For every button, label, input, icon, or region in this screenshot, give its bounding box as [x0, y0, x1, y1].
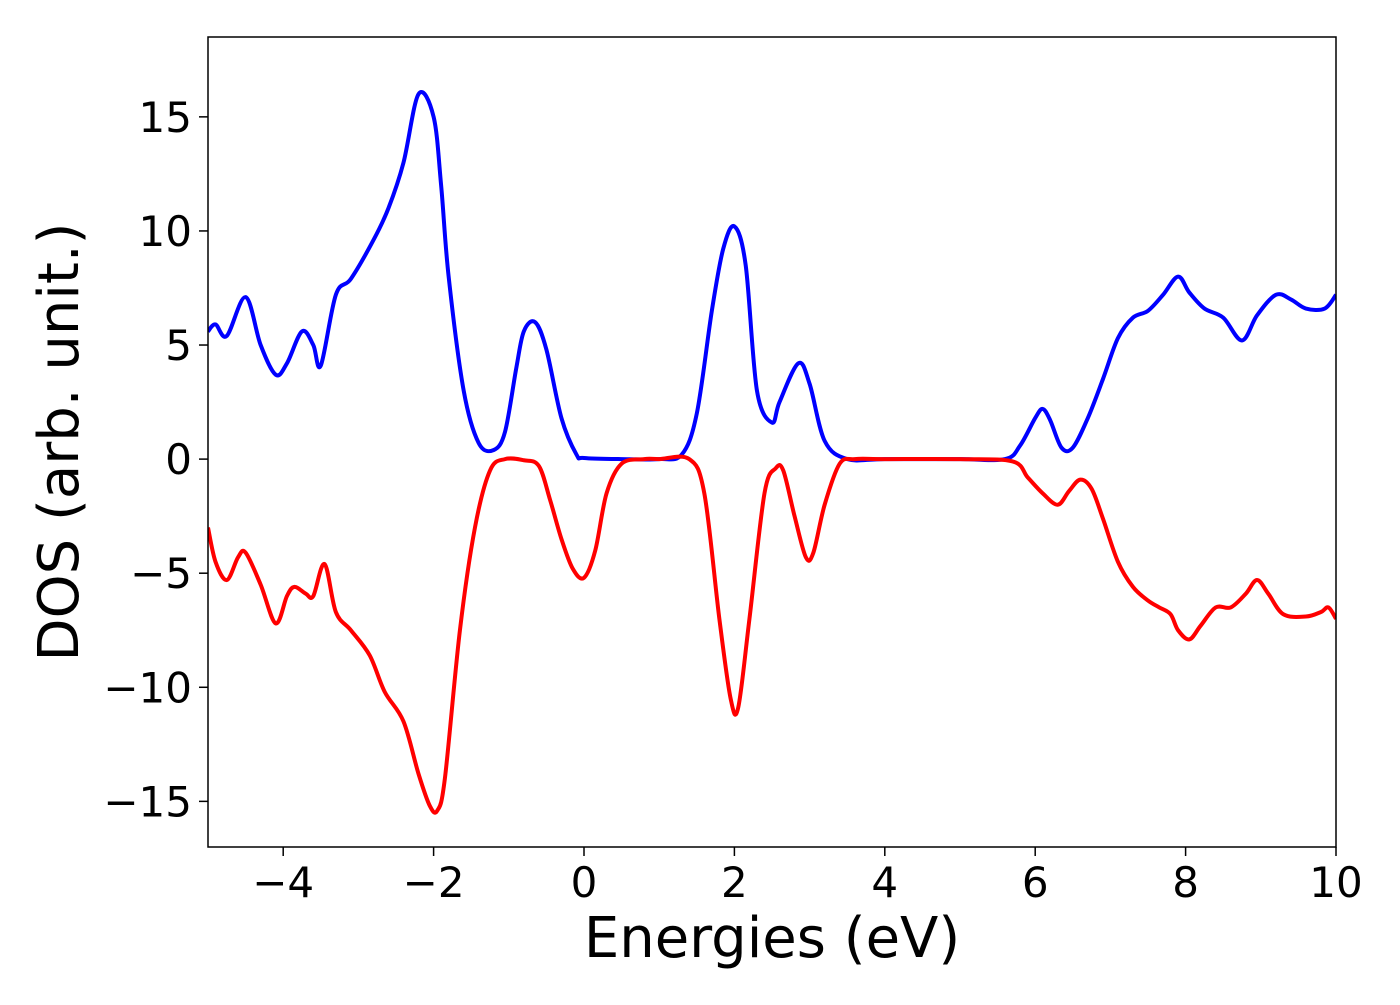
x-tick-label: −4 — [252, 858, 314, 907]
y-tick-label: 10 — [139, 207, 192, 256]
y-tick-label: −15 — [103, 777, 192, 826]
plot-area — [208, 90, 1336, 815]
tick-labels: −4 −2 0 2 4 6 8 10 −15 −10 −5 0 5 10 15 — [103, 93, 1362, 907]
x-tick-label: −2 — [403, 858, 465, 907]
x-tick-label: 10 — [1309, 858, 1362, 907]
y-axis-title: DOS (arb. unit.) — [27, 222, 92, 661]
series-line-spin-up — [208, 90, 1336, 463]
x-tick-label: 8 — [1172, 858, 1199, 907]
x-tick-label: 4 — [871, 858, 898, 907]
plot-frame — [207, 36, 1337, 848]
tick-marks — [199, 116, 1337, 856]
y-tick-label: 0 — [165, 435, 192, 484]
y-tick-label: 15 — [139, 93, 192, 142]
x-tick-label: 0 — [571, 858, 598, 907]
y-tick-label: −10 — [103, 663, 192, 712]
x-axis-title: Energies (eV) — [584, 906, 960, 971]
x-tick-label: 2 — [721, 858, 748, 907]
y-tick-label: −5 — [130, 549, 192, 598]
series-line-spin-down — [208, 454, 1336, 815]
x-tick-label: 6 — [1022, 858, 1049, 907]
y-tick-label: 5 — [165, 321, 192, 370]
